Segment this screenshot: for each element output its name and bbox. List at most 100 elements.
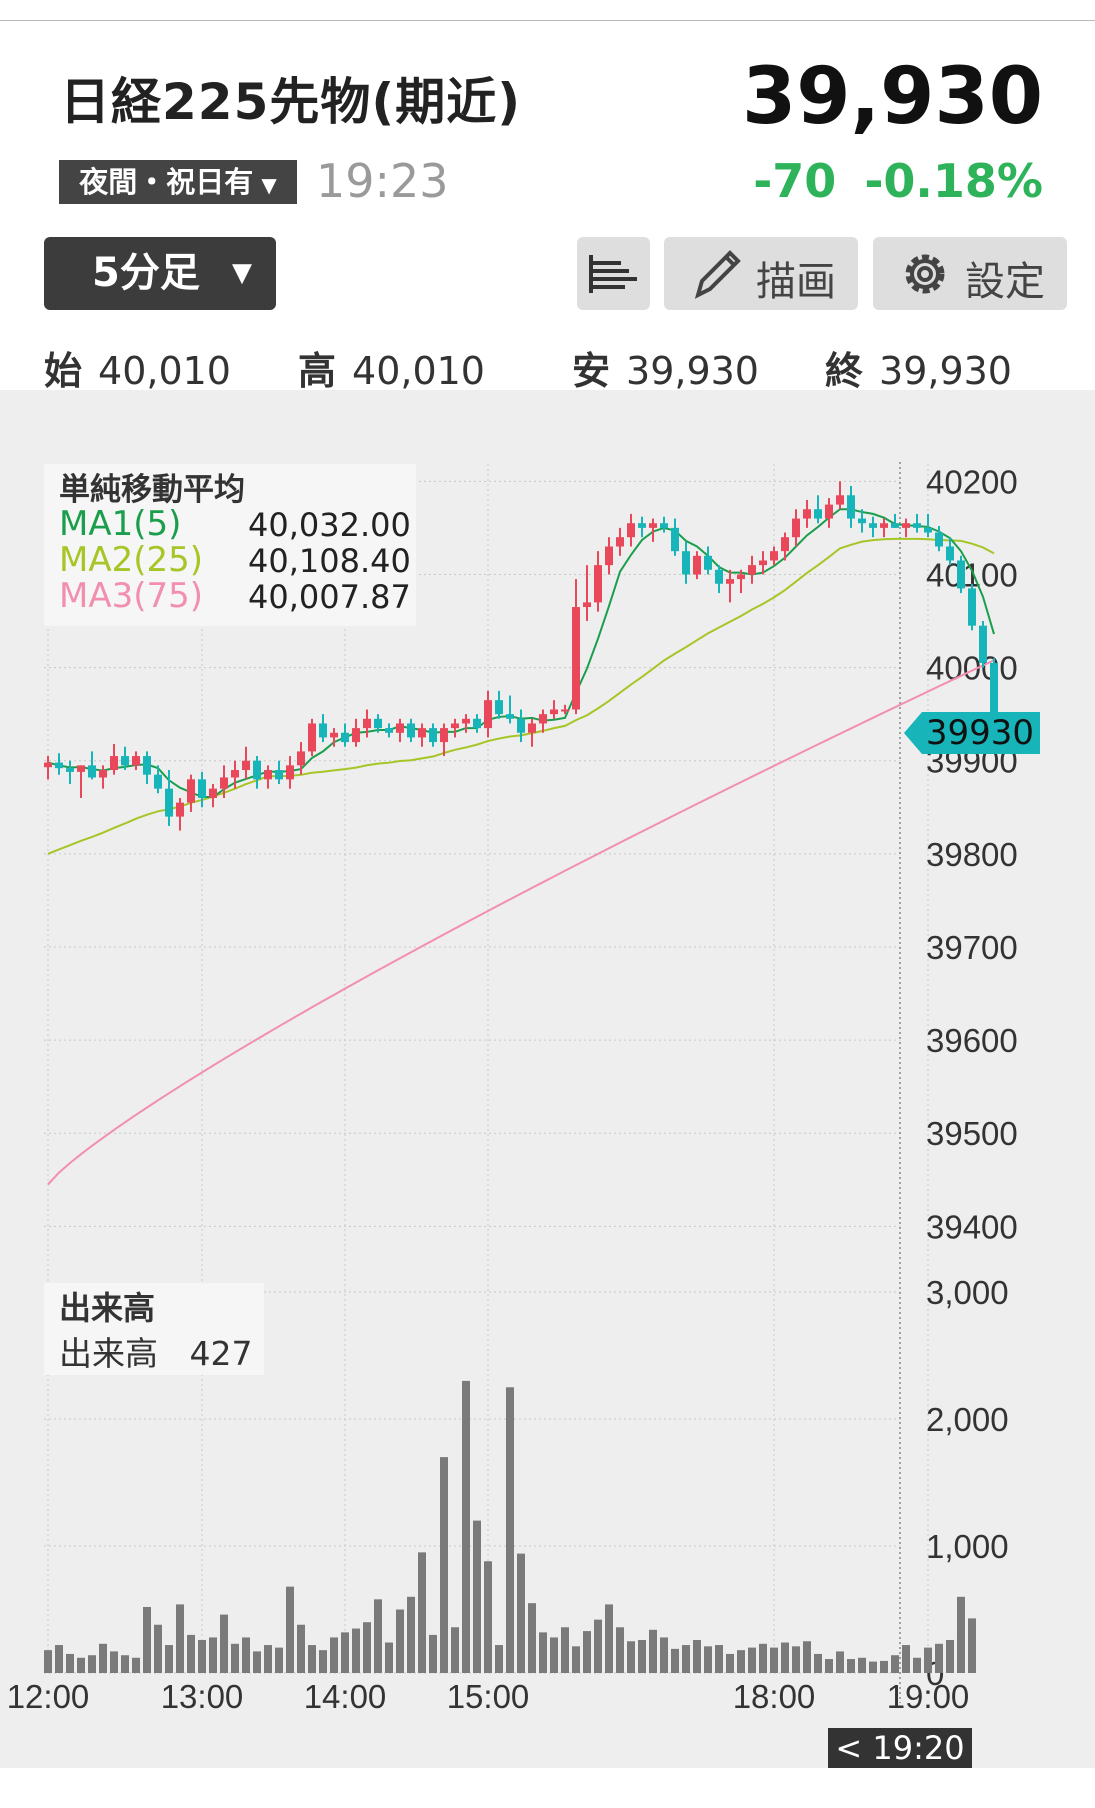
settings-button[interactable]: 設定: [873, 237, 1067, 310]
volume-bar: [594, 1619, 602, 1673]
volume-value: 427: [189, 1334, 253, 1373]
volume-bar: [693, 1639, 701, 1673]
candle-body: [913, 523, 921, 528]
volume-bar: [792, 1646, 800, 1673]
chevron-down-icon: ▼: [261, 173, 277, 197]
volume-bar: [308, 1645, 316, 1673]
price-tick-label: 39800: [926, 836, 1018, 873]
volume-tick-label: 2,000: [926, 1401, 1009, 1438]
volume-bar: [814, 1653, 822, 1673]
open-value: 40,010: [98, 349, 231, 393]
volume-bar: [462, 1380, 470, 1673]
volume-bar: [649, 1629, 657, 1673]
candle-body: [176, 802, 184, 817]
volume-bar: [946, 1639, 954, 1673]
candle-body: [473, 718, 481, 729]
candle-body: [957, 560, 965, 589]
volume-bar: [781, 1642, 789, 1673]
candlestick-chart[interactable]: 3940039500396003970039800399004000040100…: [0, 0, 1095, 1768]
candle-body: [935, 532, 943, 547]
candle-body: [275, 770, 283, 780]
candle-body: [407, 723, 415, 738]
candle-body: [924, 527, 932, 533]
candle-body: [638, 523, 646, 528]
candle-body: [715, 569, 723, 584]
candle-body: [649, 523, 657, 528]
candle-body: [220, 777, 228, 789]
volume-bar: [847, 1659, 855, 1673]
candle-body: [748, 565, 756, 575]
ma3-label: MA3(75): [59, 576, 204, 616]
volume-bar: [330, 1637, 338, 1673]
volume-bar: [968, 1618, 976, 1673]
candle-body: [550, 709, 558, 715]
candle-body: [693, 555, 701, 575]
candle-body: [286, 765, 294, 780]
volume-bar: [55, 1645, 63, 1673]
pencil-icon: [694, 250, 741, 299]
volume-label: 出来高: [59, 1334, 158, 1373]
volume-bar: [220, 1614, 228, 1673]
volume-bar: [836, 1651, 844, 1673]
volume-bar: [561, 1627, 569, 1673]
candle-body: [451, 723, 459, 729]
volume-bar: [88, 1655, 96, 1673]
session-dropdown[interactable]: 夜間・祝日有 ▼: [59, 160, 297, 204]
time-tick-label: 13:00: [161, 1678, 244, 1715]
timeframe-dropdown[interactable]: 5分足 ▼: [44, 237, 276, 310]
volume-bar: [572, 1646, 580, 1673]
volume-legend-title: 出来高: [59, 1289, 156, 1327]
candle-body: [187, 779, 195, 803]
indicator-button[interactable]: [577, 237, 650, 310]
candle-body: [143, 756, 151, 775]
candle-body: [165, 788, 173, 817]
candle-body: [847, 495, 855, 519]
volume-bar: [726, 1653, 734, 1673]
time-tick-label: 14:00: [304, 1678, 387, 1715]
volume-bar: [451, 1627, 459, 1673]
candle-body: [990, 662, 998, 733]
volume-bar: [803, 1641, 811, 1673]
ohlc-close: 終 39,930: [825, 340, 1012, 395]
volume-bar: [363, 1622, 371, 1673]
candle-body: [759, 560, 767, 566]
volume-bar: [671, 1648, 679, 1673]
volume-bar: [264, 1645, 272, 1673]
time-tick-label: 18:00: [733, 1678, 816, 1715]
candle-body: [825, 504, 833, 519]
time-tick-label: 15:00: [447, 1678, 530, 1715]
candle-body: [374, 718, 382, 729]
candle-body: [88, 765, 96, 778]
price-tick-label: 39600: [926, 1022, 1018, 1059]
price-tick-label: 39700: [926, 929, 1018, 966]
volume-bar: [715, 1645, 723, 1673]
candle-body: [792, 518, 800, 538]
candle-body: [704, 555, 712, 570]
draw-button[interactable]: 描画: [664, 237, 858, 310]
volume-bar: [385, 1642, 393, 1673]
candle-body: [198, 779, 206, 798]
volume-bar: [528, 1603, 536, 1673]
candle-body: [506, 714, 514, 719]
volume-bar: [583, 1631, 591, 1673]
volume-bar: [341, 1632, 349, 1673]
candle-body: [66, 768, 74, 772]
volume-bar: [495, 1645, 503, 1673]
candle-body: [352, 728, 360, 743]
volume-bar: [517, 1553, 525, 1673]
volume-bar: [484, 1561, 492, 1673]
top-divider: [0, 20, 1095, 21]
time-tick-label: 12:00: [7, 1678, 90, 1715]
current-price: 39,930: [742, 52, 1043, 142]
volume-bar: [682, 1645, 690, 1673]
cursor-time-label: < 19:20 >: [828, 1728, 972, 1807]
volume-bar: [616, 1627, 624, 1673]
candle-body: [836, 495, 844, 505]
price-time: 19:23: [316, 154, 449, 208]
last-price-tag: 39930: [904, 712, 1040, 754]
candle-body: [319, 723, 327, 738]
volume-bar: [286, 1586, 294, 1673]
volume-bar: [759, 1643, 767, 1673]
candle-body: [671, 527, 679, 552]
volume-bar: [935, 1643, 943, 1673]
